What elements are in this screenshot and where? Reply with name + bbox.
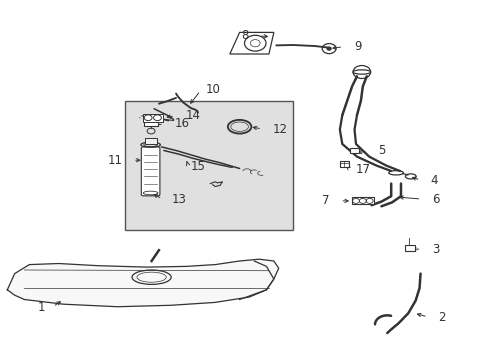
- Text: 7: 7: [322, 194, 329, 207]
- Text: 10: 10: [205, 83, 220, 96]
- Bar: [351, 197, 373, 204]
- Text: 16: 16: [174, 117, 189, 130]
- FancyArrowPatch shape: [402, 174, 407, 175]
- Bar: [144, 118, 158, 126]
- FancyBboxPatch shape: [141, 147, 160, 196]
- Bar: [142, 114, 163, 122]
- Bar: [144, 138, 157, 144]
- Bar: [124, 101, 293, 230]
- Text: 17: 17: [355, 163, 370, 176]
- Text: 6: 6: [431, 193, 439, 206]
- Text: 4: 4: [429, 174, 437, 187]
- Text: 5: 5: [378, 144, 385, 157]
- Text: 15: 15: [190, 160, 204, 173]
- Text: 11: 11: [107, 154, 122, 167]
- Text: 9: 9: [353, 40, 361, 53]
- Text: 8: 8: [241, 30, 248, 42]
- Bar: [349, 148, 358, 153]
- Text: 12: 12: [272, 123, 287, 136]
- Bar: [404, 245, 414, 251]
- Text: 13: 13: [171, 193, 186, 206]
- Text: 2: 2: [437, 311, 445, 324]
- Circle shape: [326, 47, 330, 50]
- Text: 3: 3: [431, 243, 439, 256]
- Text: 14: 14: [185, 109, 200, 122]
- Polygon shape: [7, 259, 278, 307]
- Bar: [339, 161, 348, 167]
- Text: 1: 1: [37, 301, 45, 314]
